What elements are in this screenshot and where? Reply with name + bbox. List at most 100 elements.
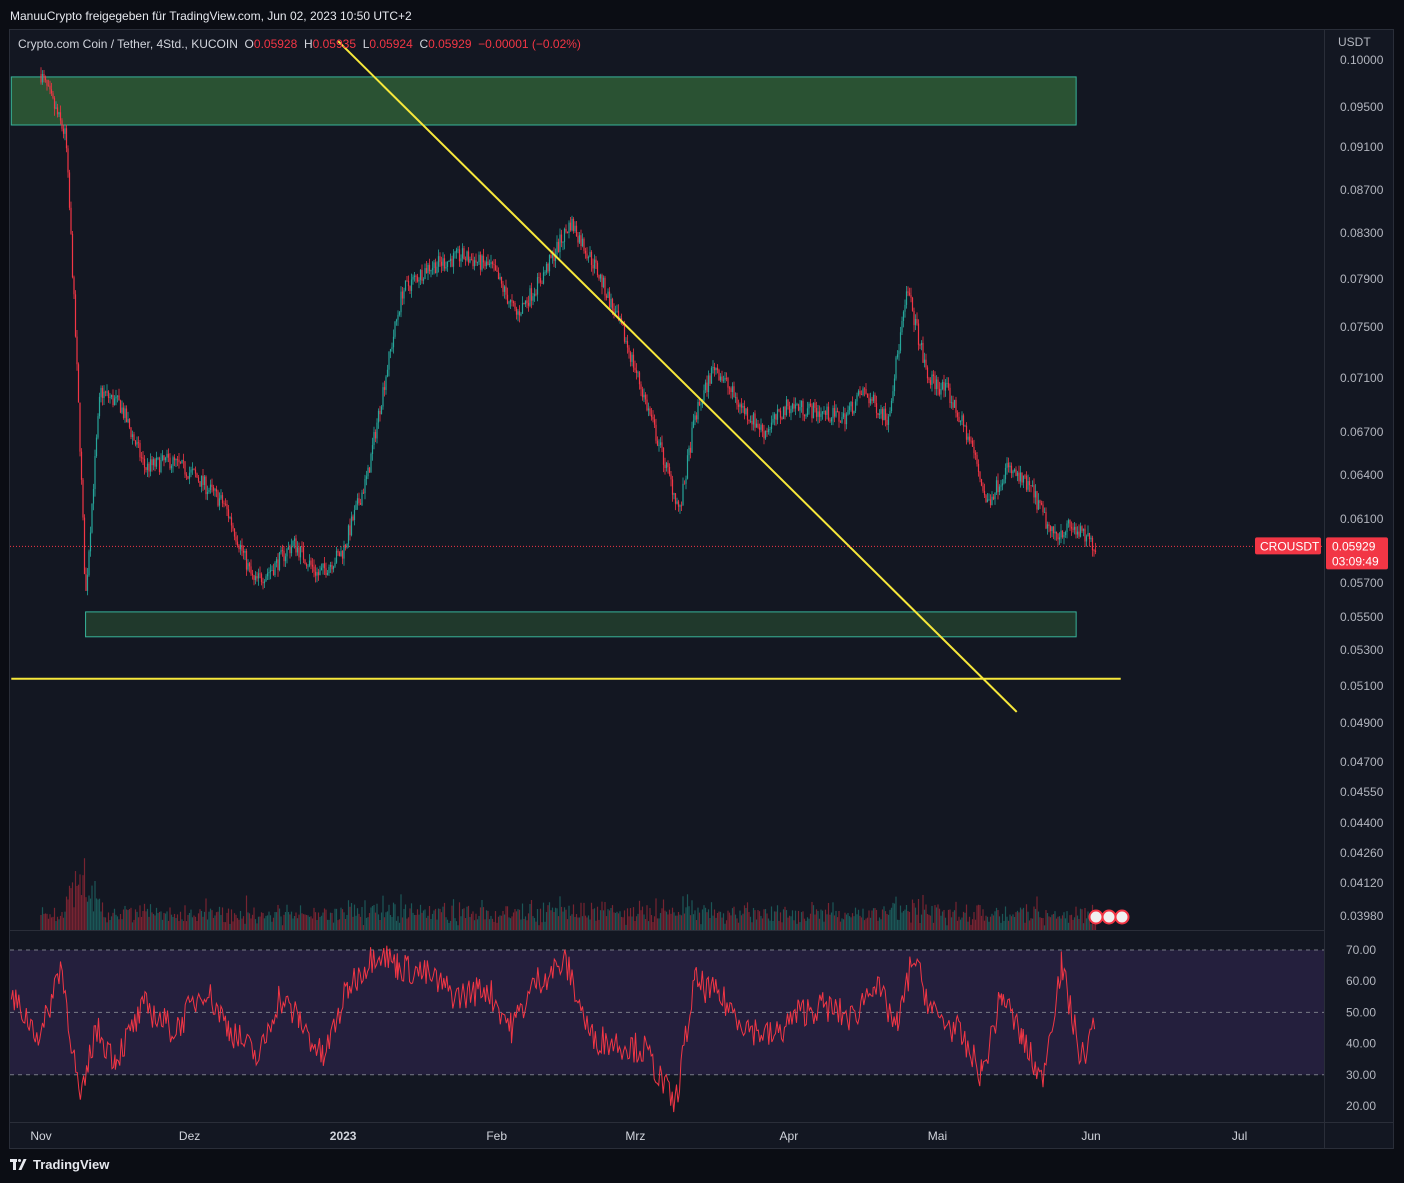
volume-bar — [619, 911, 621, 930]
time-axis-label: Feb — [486, 1129, 507, 1143]
volume-bar — [259, 916, 261, 930]
volume-bar — [70, 888, 72, 930]
volume-bar — [101, 902, 104, 930]
candle-body — [250, 566, 252, 574]
candle-body — [1030, 485, 1032, 487]
volume-bar — [1055, 918, 1058, 930]
price-chart-svg[interactable]: USDT 0.10000 0.09500 0.09100 0.08700 0.08300 0… — [10, 30, 1393, 1148]
volume-bar — [523, 918, 525, 930]
volume-bar — [544, 921, 546, 930]
volume-bar — [595, 920, 597, 930]
candle-body — [401, 291, 404, 299]
volume-bar — [682, 896, 684, 930]
candle-body — [883, 408, 885, 421]
volume-bar — [737, 922, 740, 930]
candle-body — [734, 397, 737, 398]
volume-bar — [97, 899, 99, 930]
candle-body — [826, 406, 828, 415]
candle-body — [1072, 528, 1074, 530]
volume-bar — [979, 905, 981, 930]
candle-body — [365, 476, 368, 480]
candle-body — [1058, 537, 1061, 540]
volume-bar — [1057, 916, 1059, 930]
volume-bar — [536, 909, 539, 930]
volume-bar — [946, 925, 948, 930]
volume-bar — [814, 914, 816, 930]
candle-body — [1060, 530, 1062, 538]
candle-body — [961, 415, 963, 422]
volume-bar — [893, 903, 896, 930]
volume-bar — [1046, 913, 1049, 930]
volume-bar — [920, 914, 923, 930]
volume-bar — [886, 913, 888, 930]
candle-body — [427, 264, 429, 274]
close-value: 0.05929 — [428, 37, 472, 51]
candle-body — [416, 276, 419, 282]
volume-bar — [344, 918, 347, 930]
volume-bar — [602, 910, 605, 930]
price-tick-label: 0.04400 — [1340, 816, 1384, 830]
candle-body — [928, 378, 930, 381]
volume-bar — [650, 915, 653, 930]
volume-bar — [128, 909, 131, 930]
candle-body — [854, 401, 857, 411]
candle-body — [274, 562, 276, 576]
candle-body — [232, 525, 234, 529]
volume-bar — [776, 905, 779, 930]
volume-bar — [550, 910, 552, 930]
chart-area[interactable]: USDT 0.10000 0.09500 0.09100 0.08700 0.08300 0… — [9, 29, 1394, 1149]
candle-body — [533, 293, 536, 297]
candle-body — [838, 411, 840, 422]
candle-body — [392, 336, 395, 348]
volume-bar — [412, 912, 414, 930]
candle-body — [839, 421, 842, 423]
candle-body — [985, 495, 987, 502]
candle-body — [470, 259, 473, 260]
volume-bar — [700, 924, 702, 930]
candle-body — [242, 550, 245, 553]
candle-body — [833, 408, 836, 417]
volume-bar — [244, 923, 246, 930]
candle-body — [898, 350, 900, 355]
volume-bar — [610, 907, 612, 930]
candle-body — [188, 472, 191, 479]
candle-body — [835, 411, 837, 417]
candle-body — [571, 218, 573, 231]
candle-body — [487, 261, 489, 265]
volume-bar — [530, 899, 533, 930]
volume-bar — [320, 915, 323, 930]
volume-bar — [593, 908, 596, 930]
candle-body — [611, 298, 614, 309]
candle-body — [916, 319, 918, 324]
candle-body — [1054, 531, 1056, 534]
candle-body — [76, 336, 78, 365]
candle-body — [659, 442, 662, 446]
candle-body — [334, 562, 336, 567]
volume-bar — [533, 917, 536, 930]
volume-bar — [65, 896, 68, 930]
candle-body — [709, 375, 711, 384]
time-axis-label: Jul — [1232, 1129, 1247, 1143]
volume-bar — [484, 919, 486, 930]
volume-bar — [313, 907, 315, 930]
volume-bar — [763, 909, 765, 930]
candle-body — [587, 257, 590, 259]
volume-bar — [1013, 916, 1016, 930]
candle-body — [119, 400, 122, 413]
candle-body — [626, 341, 629, 348]
candle-body — [919, 344, 921, 346]
volume-bar — [673, 912, 675, 930]
candle-body — [353, 509, 356, 521]
candle-body — [958, 416, 960, 423]
volume-bar — [515, 911, 518, 930]
candle-body — [710, 367, 713, 384]
candle-body — [551, 252, 554, 258]
candle-body — [757, 423, 759, 428]
tradingview-footer[interactable]: TradingView — [10, 1157, 109, 1172]
volume-bar — [746, 902, 749, 930]
candle-body — [910, 295, 912, 298]
candle-body — [566, 231, 569, 233]
volume-bar — [86, 901, 89, 930]
volume-bar — [983, 920, 986, 930]
candle-body — [893, 378, 896, 392]
